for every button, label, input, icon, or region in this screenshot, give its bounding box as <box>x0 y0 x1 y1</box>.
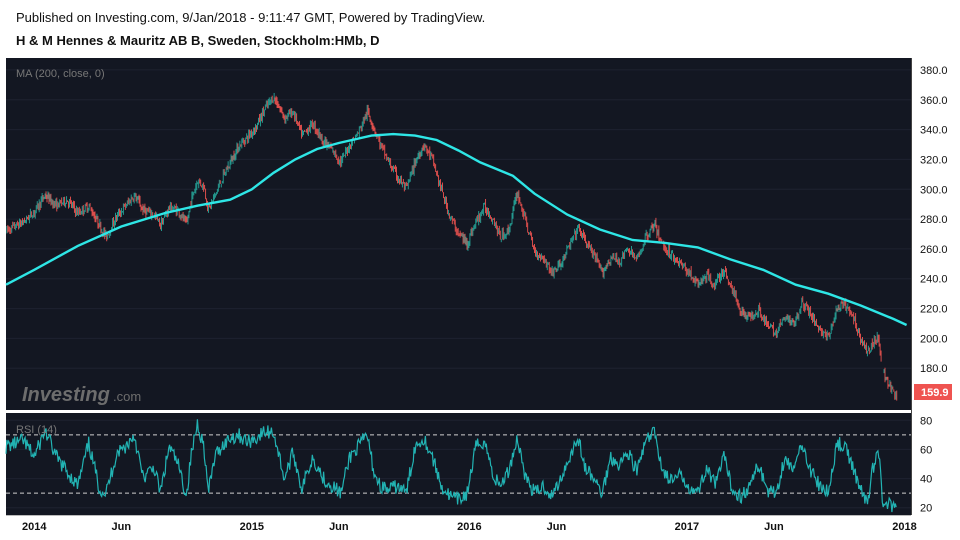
time-tick-label: 2016 <box>457 521 481 533</box>
price-tick-label: 220.0 <box>920 304 948 316</box>
price-tick-label: 360.0 <box>920 95 948 107</box>
price-tick-label: 380.0 <box>920 65 948 77</box>
last-price-badge-box <box>914 384 952 400</box>
last-price-value: 159.9 <box>921 387 949 399</box>
rsi-gridlines <box>6 419 911 509</box>
price-gridlines <box>6 69 911 369</box>
rsi-tick-label: 20 <box>920 503 932 515</box>
price-tick-label: 300.0 <box>920 184 948 196</box>
time-tick-label: Jun <box>547 521 567 533</box>
rsi-indicator-label: RSI (14) <box>16 424 57 436</box>
ma-indicator-label: MA (200, close, 0) <box>16 68 105 80</box>
rsi-tick-label: 40 <box>920 474 932 486</box>
time-tick-label: Jun <box>112 521 132 533</box>
rsi-reference-lines <box>6 434 911 494</box>
price-tick-label: 280.0 <box>920 214 948 226</box>
time-tick-label: Jun <box>764 521 784 533</box>
watermark-brand: Investing <box>22 384 110 406</box>
time-axis-ticks: 2014 Jun 2015 Jun 2016 Jun 2017 Jun 2018 <box>22 521 917 533</box>
rsi-tick-label: 80 <box>920 415 932 427</box>
price-axis-ticks: 180.0 200.0 220.0 240.0 260.0 280.0 300.0 320.0… <box>920 65 948 375</box>
time-tick-label: 2017 <box>675 521 699 533</box>
investing-watermark: Investing .com <box>22 384 141 406</box>
price-tick-label: 320.0 <box>920 154 948 166</box>
rsi-line <box>5 419 897 513</box>
rsi-tick-label: 60 <box>920 444 932 456</box>
last-price-badge: 159.9 <box>914 384 952 400</box>
symbol-title: H & M Hennes & Mauritz AB B, Sweden, Sto… <box>16 33 380 48</box>
time-tick-label: 2015 <box>240 521 264 533</box>
time-tick-label: 2018 <box>892 521 916 533</box>
price-tick-label: 240.0 <box>920 274 948 286</box>
time-tick-label: Jun <box>329 521 349 533</box>
ma-line <box>5 132 908 327</box>
price-tick-label: 200.0 <box>920 333 948 345</box>
watermark-suffix: .com <box>113 389 141 404</box>
price-tick-label: 340.0 <box>920 125 948 137</box>
price-tick-label: 260.0 <box>920 244 948 256</box>
published-caption: Published on Investing.com, 9/Jan/2018 -… <box>16 10 486 25</box>
rsi-axis-ticks: 20 40 60 80 <box>920 415 932 514</box>
price-tick-label: 180.0 <box>920 363 948 375</box>
time-tick-label: 2014 <box>22 521 47 533</box>
